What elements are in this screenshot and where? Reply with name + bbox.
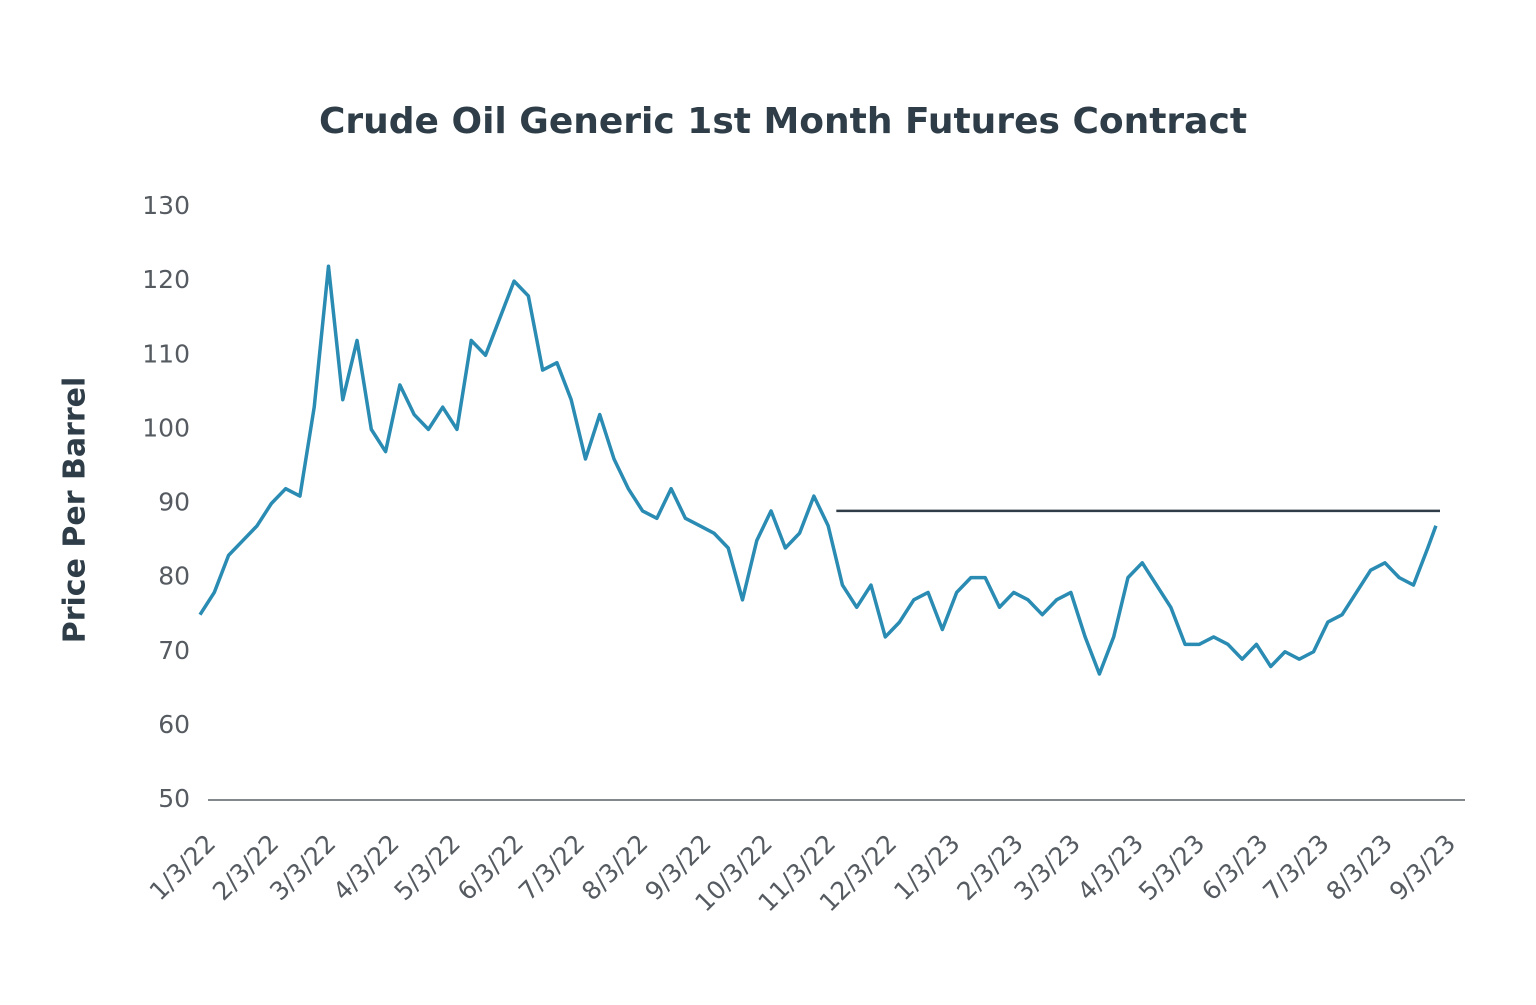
y-axis-label: Price Per Barrel — [58, 377, 93, 644]
y-tick-label: 100 — [142, 413, 190, 442]
y-tick-label: 90 — [158, 488, 190, 517]
x-tick-label: 3/3/22 — [264, 829, 341, 906]
x-tick-label: 7/3/22 — [513, 829, 590, 906]
x-tick-label: 8/3/22 — [576, 829, 653, 906]
x-tick-label: 1/3/22 — [144, 829, 221, 906]
y-tick-label: 60 — [158, 710, 190, 739]
x-tick-label: 5/3/23 — [1133, 829, 1210, 906]
y-tick-label: 120 — [142, 265, 190, 294]
y-tick-label: 130 — [142, 191, 190, 220]
chart-title: Crude Oil Generic 1st Month Futures Cont… — [319, 101, 1247, 142]
x-tick-label: 9/3/23 — [1384, 829, 1461, 906]
y-tick-label: 80 — [158, 562, 190, 591]
x-tick-label: 5/3/22 — [389, 829, 466, 906]
y-tick-label: 110 — [142, 339, 190, 368]
x-tick-label: 7/3/23 — [1257, 829, 1334, 906]
y-tick-label: 50 — [158, 784, 190, 813]
data-line — [198, 264, 1438, 676]
y-tick-label: 70 — [158, 636, 190, 665]
x-tick-label: 3/3/23 — [1009, 829, 1086, 906]
x-tick-label: 4/3/22 — [327, 829, 404, 906]
x-tick-label: 8/3/23 — [1321, 829, 1398, 906]
x-tick-label: 1/3/23 — [888, 829, 965, 906]
x-tick-label: 6/3/23 — [1196, 829, 1273, 906]
x-tick-label: 4/3/23 — [1072, 829, 1149, 906]
x-tick-label: 6/3/22 — [452, 829, 529, 906]
